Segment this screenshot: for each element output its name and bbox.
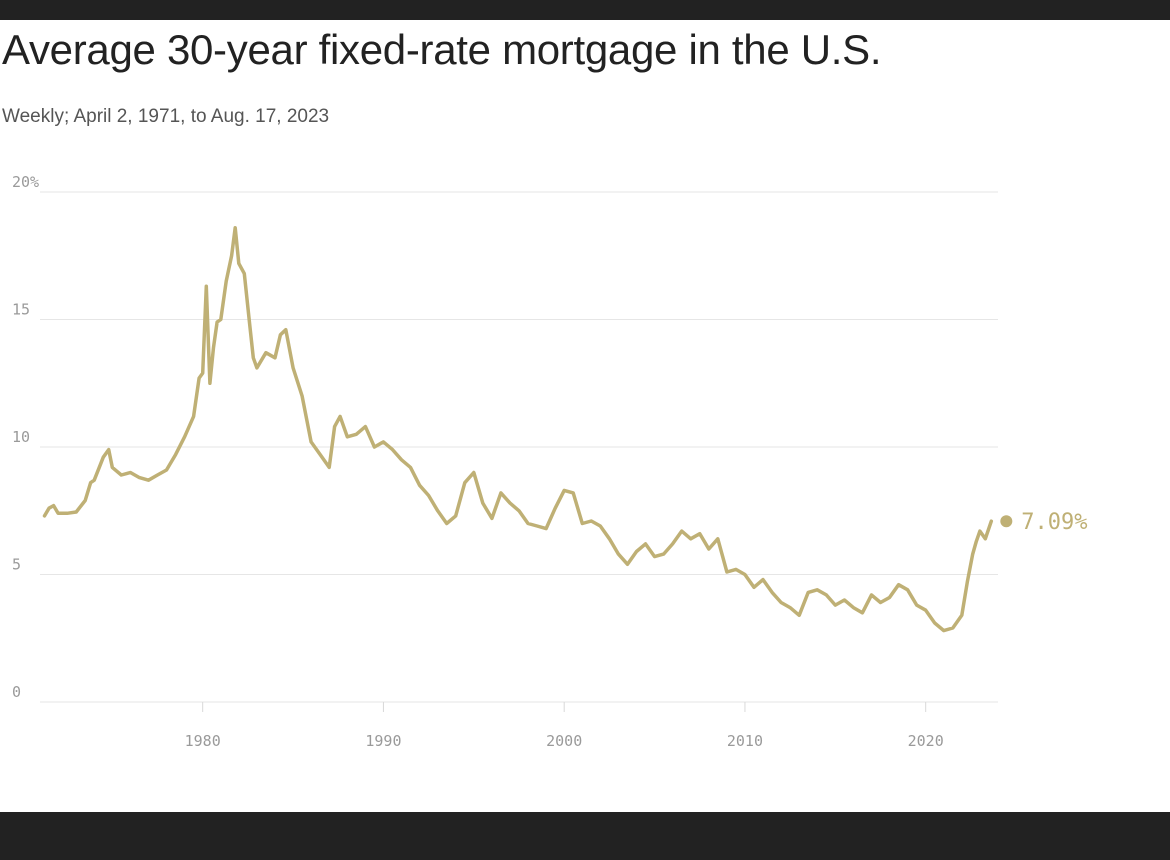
chart-subtitle: Weekly; April 2, 1971, to Aug. 17, 2023 xyxy=(2,106,330,127)
end-value-label: 7.09% xyxy=(1021,510,1087,535)
chart-title: Average 30-year fixed-rate mortgage in t… xyxy=(2,26,882,73)
y-tick-label: 5 xyxy=(12,556,21,574)
x-tick-label: 1990 xyxy=(365,732,401,750)
series-line-mortgage-rate xyxy=(42,225,994,633)
x-tick-label: 1980 xyxy=(185,732,221,750)
end-point-marker xyxy=(1000,515,1013,528)
y-tick-label: 20% xyxy=(12,173,39,191)
mortgage-rate-line-chart: 1980 1990 2000 2010 2020 0 5 10 15 20% 7.09% xyxy=(12,173,1088,750)
y-tick-label: 15 xyxy=(12,301,30,319)
x-tick-label: 2010 xyxy=(727,732,763,750)
y-axis-labels: 0 5 10 15 20% xyxy=(12,173,39,701)
x-tick-label: 2020 xyxy=(908,732,944,750)
y-tick-label: 10 xyxy=(12,428,30,446)
x-tick-label: 2000 xyxy=(546,732,582,750)
x-axis-ticks: 1980 1990 2000 2010 2020 xyxy=(185,702,944,750)
y-tick-label: 0 xyxy=(12,683,21,701)
grid-lines xyxy=(40,191,998,703)
chart-card: Average 30-year fixed-rate mortgage in t… xyxy=(0,20,1170,812)
